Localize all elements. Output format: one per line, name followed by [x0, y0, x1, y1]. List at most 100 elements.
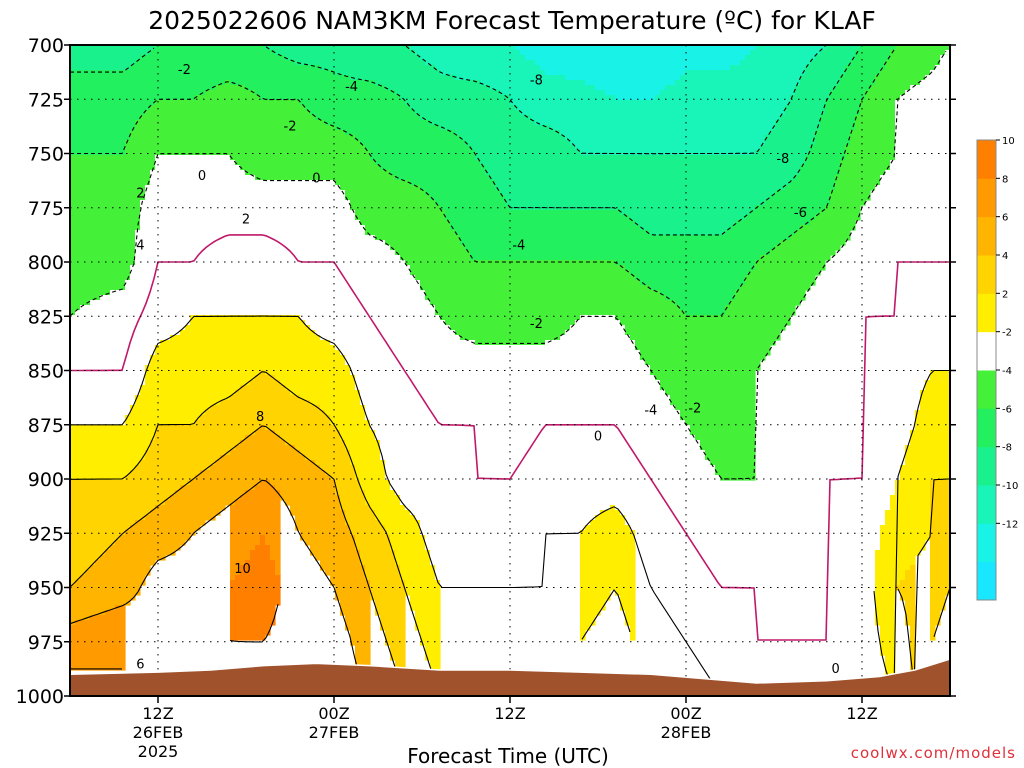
field-cell: [425, 550, 431, 661]
field-cell: [110, 545, 116, 611]
field-cell: [640, 285, 646, 361]
field-cell: [125, 45, 131, 71]
field-cell: [530, 120, 536, 211]
field-cell: [915, 410, 921, 556]
field-cell: [790, 180, 796, 236]
field-cell: [585, 85, 591, 156]
field-cell: [90, 45, 96, 71]
field-cell: [410, 515, 416, 611]
field-cell: [565, 330, 571, 536]
field-cell: [725, 45, 731, 71]
field-cell: [185, 325, 191, 426]
field-cell: [365, 45, 371, 81]
field-cell: [645, 155, 651, 231]
field-cell: [280, 440, 286, 501]
field-cell: [160, 340, 166, 426]
field-cell: [515, 260, 521, 346]
field-cell: [285, 45, 291, 61]
field-cell: [845, 45, 851, 66]
field-cell: [805, 45, 811, 66]
field-cell: [245, 315, 251, 386]
terrain-surface: [70, 658, 950, 696]
field-cell: [285, 100, 291, 181]
field-cell: [145, 55, 151, 111]
field-cell: [340, 75, 346, 131]
field-cell: [875, 45, 881, 76]
field-cell: [250, 90, 256, 176]
field-cell: [775, 190, 781, 246]
field-cell: [80, 425, 86, 481]
field-cell: [180, 100, 186, 156]
field-cell: [545, 75, 551, 126]
field-cell: [430, 305, 436, 566]
field-cell: [230, 450, 236, 506]
field-cell: [660, 45, 666, 91]
field-cell: [560, 335, 566, 536]
field-cell: [625, 155, 631, 216]
field-cell: [500, 95, 506, 196]
field-cell: [345, 135, 351, 201]
field-cell: [630, 45, 636, 101]
field-cell: [745, 215, 751, 276]
field-cell: [265, 315, 271, 376]
field-cell: [340, 130, 346, 191]
field-cell: [225, 455, 231, 506]
field-cell: [230, 45, 236, 86]
contour-label: -8: [776, 152, 789, 167]
x-tick-label: 00Z: [318, 704, 349, 723]
colorbar-swatch: [977, 485, 996, 524]
field-cell: [300, 320, 306, 401]
field-cell: [215, 85, 221, 156]
colorbar-label: -10: [1002, 481, 1018, 492]
field-cell: [225, 45, 231, 81]
field-cell: [640, 45, 646, 101]
x-tick-label: 28FEB: [661, 723, 712, 742]
field-cell: [350, 375, 356, 466]
field-cell: [850, 60, 856, 131]
field-cell: [565, 45, 571, 81]
field-cell: [85, 425, 91, 481]
field-cell: [500, 345, 506, 586]
field-cell: [345, 45, 351, 76]
field-cell: [680, 235, 686, 311]
field-cell: [750, 50, 756, 156]
field-cell: [555, 130, 561, 211]
field-cell: [875, 550, 881, 626]
field-cell: [300, 45, 306, 66]
field-cell: [525, 345, 531, 586]
field-cell: [570, 80, 576, 146]
field-cell: [760, 45, 766, 146]
field-cell: [860, 45, 866, 101]
field-cell: [565, 140, 571, 211]
field-cell: [250, 175, 256, 316]
field-cell: [260, 180, 266, 316]
field-cell: [900, 45, 906, 96]
field-cell: [495, 90, 501, 191]
field-cell: [785, 240, 791, 326]
field-cell: [520, 45, 526, 56]
field-cell: [240, 495, 246, 566]
field-cell: [590, 260, 596, 316]
field-cell: [235, 390, 241, 446]
field-cell: [320, 120, 326, 181]
field-cell: [405, 45, 411, 106]
field-cell: [850, 45, 856, 61]
field-cell: [500, 260, 506, 346]
field-cell: [665, 235, 671, 301]
field-cell: [380, 240, 386, 461]
colorbar-label: -12: [1002, 519, 1018, 530]
field-cell: [340, 440, 346, 511]
field-cell: [665, 155, 671, 236]
isotherm-4: [70, 371, 950, 692]
field-cell: [575, 320, 581, 536]
field-cell: [600, 210, 606, 261]
field-cell: [195, 315, 201, 421]
field-cell: [460, 340, 466, 586]
field-cell: [780, 240, 786, 331]
field-cell: [270, 100, 276, 181]
field-cell: [110, 425, 116, 481]
field-cell: [480, 45, 486, 86]
field-cell: [660, 155, 666, 236]
contour-label: 0: [594, 430, 602, 445]
field-cell: [385, 45, 391, 91]
